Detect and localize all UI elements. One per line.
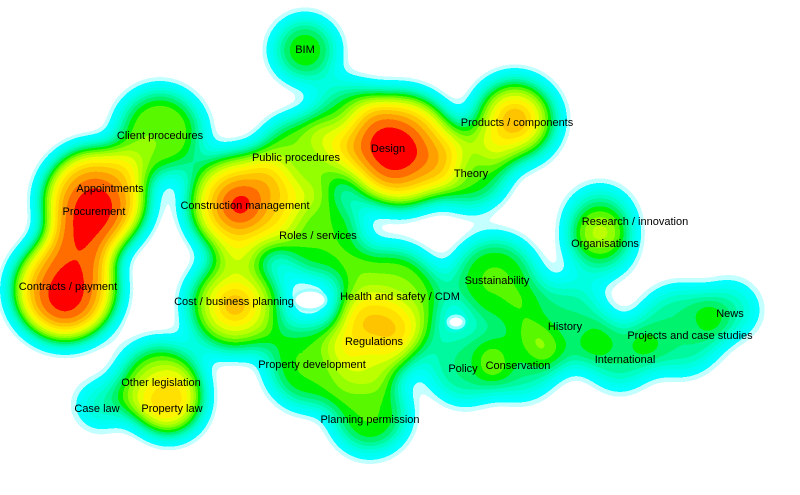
topic-label: Client procedures [117,130,204,142]
labels: BIM Client procedures Public procedures … [19,44,753,426]
topic-label: Conservation [486,360,551,372]
topic-label: Projects and case studies [627,330,753,342]
topic-label: Regulations [345,336,404,348]
topic-label: Organisations [571,238,639,250]
topic-label: Theory [454,168,489,180]
topic-label: Property development [258,359,366,371]
topic-label: BIM [295,44,315,56]
topic-label: Health and safety / CDM [340,291,460,303]
topic-label: Planning permission [320,414,419,426]
topic-label: Procurement [63,206,126,218]
topic-label: Contracts / payment [19,281,117,293]
heat-field [10,16,760,455]
topic-label: Products / components [461,117,574,129]
topic-label: History [548,321,583,333]
topic-label: News [716,308,744,320]
topic-label: Other legislation [121,377,201,389]
topic-label: Design [371,143,405,155]
topic-label: Roles / services [279,230,357,242]
topic-label: Policy [448,363,478,375]
topic-label: International [595,354,656,366]
topic-label: Case law [74,403,119,415]
gap [446,314,466,330]
topic-label: Cost / business planning [174,296,294,308]
topic-label: Public procedures [252,152,341,164]
topic-label: Sustainability [465,275,530,287]
topic-label: Property law [141,403,202,415]
topic-label: Research / innovation [582,216,688,228]
topic-label: Appointments [76,183,144,195]
gap [292,288,328,312]
topic-label: Construction management [180,200,309,212]
